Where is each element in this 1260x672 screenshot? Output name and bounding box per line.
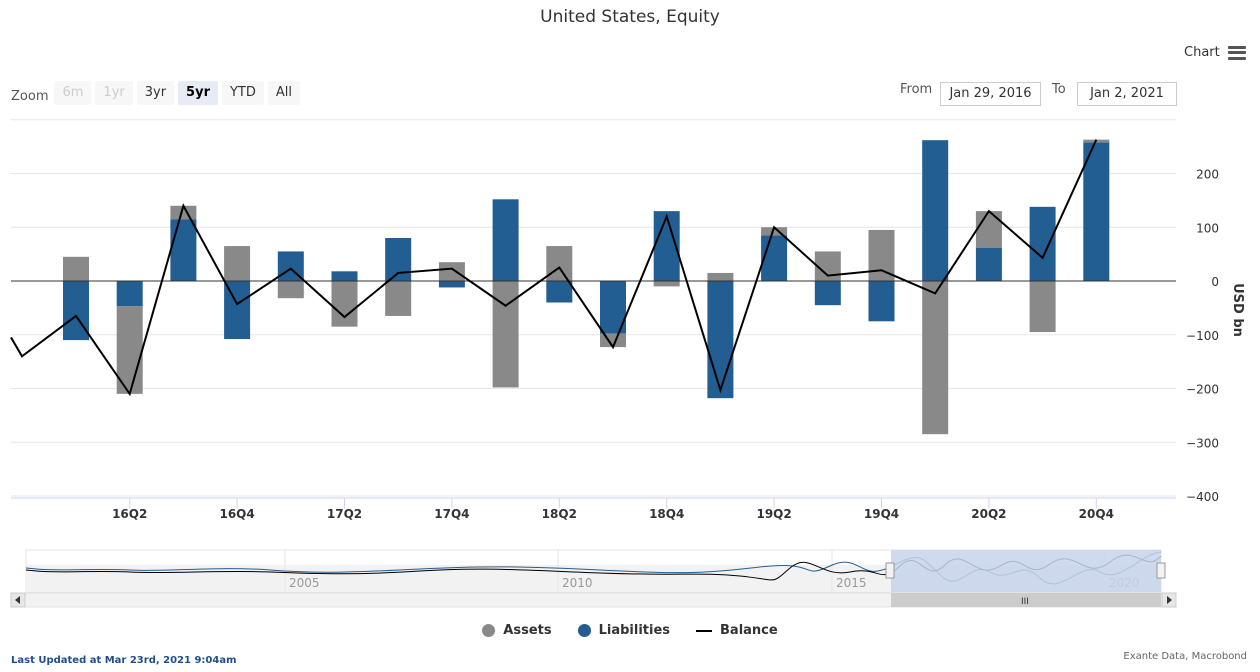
- chart-title: United States, Equity: [540, 7, 720, 27]
- chart-menu[interactable]: Chart: [1184, 45, 1246, 60]
- y-axis-ticks: −400 −300 −200 −100 0 100 200: [1186, 168, 1219, 505]
- zoom-5yr-button[interactable]: 5yr: [178, 81, 218, 105]
- assets-bar: [868, 229, 895, 281]
- liabilities-bar: [546, 281, 573, 303]
- liabilities-bar: [868, 281, 895, 322]
- liabilities-bar: [438, 281, 465, 288]
- x-tick-label: 19Q4: [864, 507, 899, 521]
- liabilities-swatch-icon: [577, 624, 591, 637]
- navigator-label-2005: 2005: [289, 576, 320, 590]
- assets-bar: [975, 211, 1002, 248]
- x-tick-label: 17Q2: [327, 507, 362, 521]
- liabilities-bar: [761, 235, 788, 281]
- zoom-label: Zoom: [11, 88, 49, 104]
- legend-item-liabilities[interactable]: Liabilities: [577, 623, 671, 638]
- y-tick-label: −100: [1186, 329, 1219, 343]
- assets-bar: [922, 281, 949, 435]
- x-tick-label: 16Q4: [219, 507, 254, 521]
- assets-bar: [546, 246, 573, 281]
- assets-bar: [438, 262, 465, 281]
- liabilities-bar: [331, 271, 358, 281]
- y-tick-label: −300: [1186, 436, 1219, 450]
- scroll-right-arrow-icon: [1167, 596, 1172, 604]
- x-tick-label: 20Q4: [1079, 507, 1114, 521]
- assets-bar: [707, 272, 734, 281]
- liabilities-bar: [492, 199, 519, 281]
- legend-item-assets[interactable]: Assets: [482, 623, 552, 638]
- y-axis-label: USD bn: [1230, 283, 1245, 337]
- liabilities-bar: [224, 281, 251, 340]
- scrollbar-grip-icon: III: [1021, 597, 1029, 607]
- range-from-input[interactable]: Jan 29, 2016: [940, 82, 1041, 106]
- range-to-label: To: [1052, 82, 1066, 97]
- assets-bar: [277, 281, 304, 299]
- assets-bar: [331, 281, 358, 327]
- liabilities-bar: [975, 247, 1002, 281]
- bar-series: [63, 139, 1110, 435]
- zoom-all-button[interactable]: All: [267, 81, 301, 105]
- legend-label-assets: Assets: [503, 623, 552, 638]
- credits-text[interactable]: Exante Data, Macrobond: [1123, 651, 1247, 662]
- liabilities-bar: [814, 281, 841, 306]
- range-from-label: From: [900, 82, 933, 97]
- assets-bar: [653, 281, 680, 287]
- navigator-label-2015: 2015: [836, 576, 867, 590]
- gridlines: [11, 119, 1176, 499]
- navigator-right-handle[interactable]: [1156, 562, 1166, 579]
- assets-bar: [116, 306, 143, 394]
- x-tick-label: 20Q2: [971, 507, 1006, 521]
- x-tick-label: 18Q2: [542, 507, 577, 521]
- legend-label-liabilities: Liabilities: [598, 623, 671, 638]
- balance-line: [10, 139, 1098, 397]
- assets-bar: [224, 246, 251, 281]
- y-tick-label: 0: [1211, 275, 1219, 289]
- legend-item-balance[interactable]: Balance: [696, 623, 778, 638]
- zoom-selector: Zoom 6m 1yr 3yr 5yr YTD All: [11, 81, 304, 105]
- zoom-3yr-button[interactable]: 3yr: [136, 81, 175, 105]
- chart-menu-label: Chart: [1184, 45, 1220, 60]
- zoom-6m-button[interactable]: 6m: [54, 81, 92, 105]
- zoom-ytd-button[interactable]: YTD: [221, 81, 264, 105]
- y-tick-label: 100: [1196, 221, 1219, 235]
- x-tick-label: 17Q4: [434, 507, 469, 521]
- zoom-1yr-button[interactable]: 1yr: [95, 81, 133, 105]
- assets-bar: [63, 256, 89, 281]
- scroll-left-arrow-icon: [15, 596, 20, 604]
- navigator-selected-range[interactable]: [891, 550, 1161, 592]
- navigator-left-handle[interactable]: [885, 562, 895, 579]
- liabilities-bar: [707, 281, 734, 399]
- scrollbar-thumb[interactable]: [891, 593, 1161, 607]
- assets-bar: [492, 281, 519, 388]
- legend: Assets Liabilities Balance: [0, 623, 1260, 638]
- y-tick-label: −400: [1186, 490, 1219, 504]
- liabilities-bar: [170, 219, 197, 281]
- liabilities-bar: [63, 281, 89, 341]
- x-axis-ticks: 16Q2 16Q4 17Q2 17Q4 18Q2 18Q4 19Q2 19Q4 20Q2 20Q4: [112, 498, 1114, 521]
- liabilities-bar: [1029, 206, 1056, 281]
- range-to-input[interactable]: Jan 2, 2021: [1077, 82, 1177, 106]
- navigator-label-2010: 2010: [562, 576, 593, 590]
- x-tick-label: 18Q4: [649, 507, 684, 521]
- legend-label-balance: Balance: [720, 623, 778, 638]
- liabilities-bar: [1083, 142, 1110, 281]
- liabilities-bar: [385, 238, 412, 281]
- last-updated-text: Last Updated at Mar 23rd, 2021 9:04am: [11, 655, 237, 666]
- y-tick-label: −200: [1186, 383, 1219, 397]
- assets-bar: [385, 281, 412, 316]
- assets-bar: [761, 227, 788, 236]
- liabilities-bar: [922, 140, 949, 281]
- balance-swatch-icon: [696, 629, 713, 632]
- x-tick-label: 16Q2: [112, 507, 147, 521]
- hamburger-icon[interactable]: [1227, 45, 1246, 60]
- y-tick-label: 200: [1196, 168, 1219, 182]
- x-tick-label: 19Q2: [756, 507, 791, 521]
- liabilities-bar: [116, 281, 143, 307]
- assets-bar: [1029, 281, 1056, 333]
- assets-swatch-icon: [482, 624, 496, 637]
- navigator[interactable]: 2005 2010 2015 2020 III: [10, 549, 1177, 608]
